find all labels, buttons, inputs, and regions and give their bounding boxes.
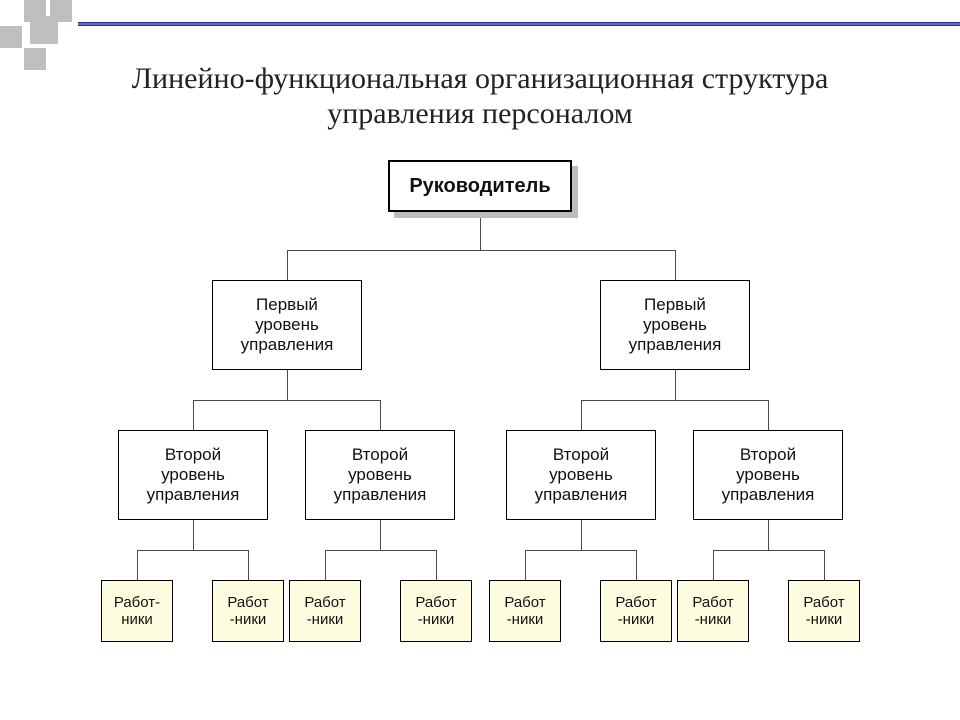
connector [675, 370, 676, 400]
connector [525, 550, 526, 580]
top-rule-inner [78, 23, 960, 25]
org-level3-node: Работ -ники [677, 580, 749, 642]
connector [768, 400, 769, 430]
org-level3-node: Работ -ники [788, 580, 860, 642]
org-level2-node: Второй уровень управления [118, 430, 268, 520]
connector [581, 400, 768, 401]
connector [380, 400, 381, 430]
org-level1-node: Первый уровень управления [600, 280, 750, 370]
org-level3-node: Работ -ники [212, 580, 284, 642]
connector [325, 550, 326, 580]
org-level1-node: Первый уровень управления [212, 280, 362, 370]
connector [287, 250, 675, 251]
org-level3-node: Работ- ники [101, 580, 173, 642]
connector [193, 400, 380, 401]
connector [137, 550, 138, 580]
connector [581, 520, 582, 550]
org-level2-node: Второй уровень управления [693, 430, 843, 520]
connector [675, 250, 676, 280]
connector [380, 520, 381, 550]
connector [824, 550, 825, 580]
org-level3-node: Работ -ники [600, 580, 672, 642]
connector [636, 550, 637, 580]
org-level2-node: Второй уровень управления [506, 430, 656, 520]
org-root-node: Руководитель [388, 160, 572, 212]
connector [713, 550, 714, 580]
org-level2-node: Второй уровень управления [305, 430, 455, 520]
connector [193, 400, 194, 430]
org-level3-node: Работ -ники [400, 580, 472, 642]
connector [325, 550, 436, 551]
connector [525, 550, 636, 551]
connector [436, 550, 437, 580]
connector [193, 520, 194, 550]
connector [768, 520, 769, 550]
connector [287, 250, 288, 280]
deco-square [24, 48, 46, 70]
org-level3-node: Работ -ники [489, 580, 561, 642]
org-level3-node: Работ -ники [289, 580, 361, 642]
deco-square [0, 26, 22, 48]
connector [137, 550, 248, 551]
connector [248, 550, 249, 580]
deco-square [30, 16, 58, 44]
slide-canvas: Линейно-функциональная организационная с… [0, 0, 960, 720]
slide-title: Линейно-функциональная организационная с… [50, 62, 910, 131]
connector [713, 550, 824, 551]
connector [581, 400, 582, 430]
connector [287, 370, 288, 400]
